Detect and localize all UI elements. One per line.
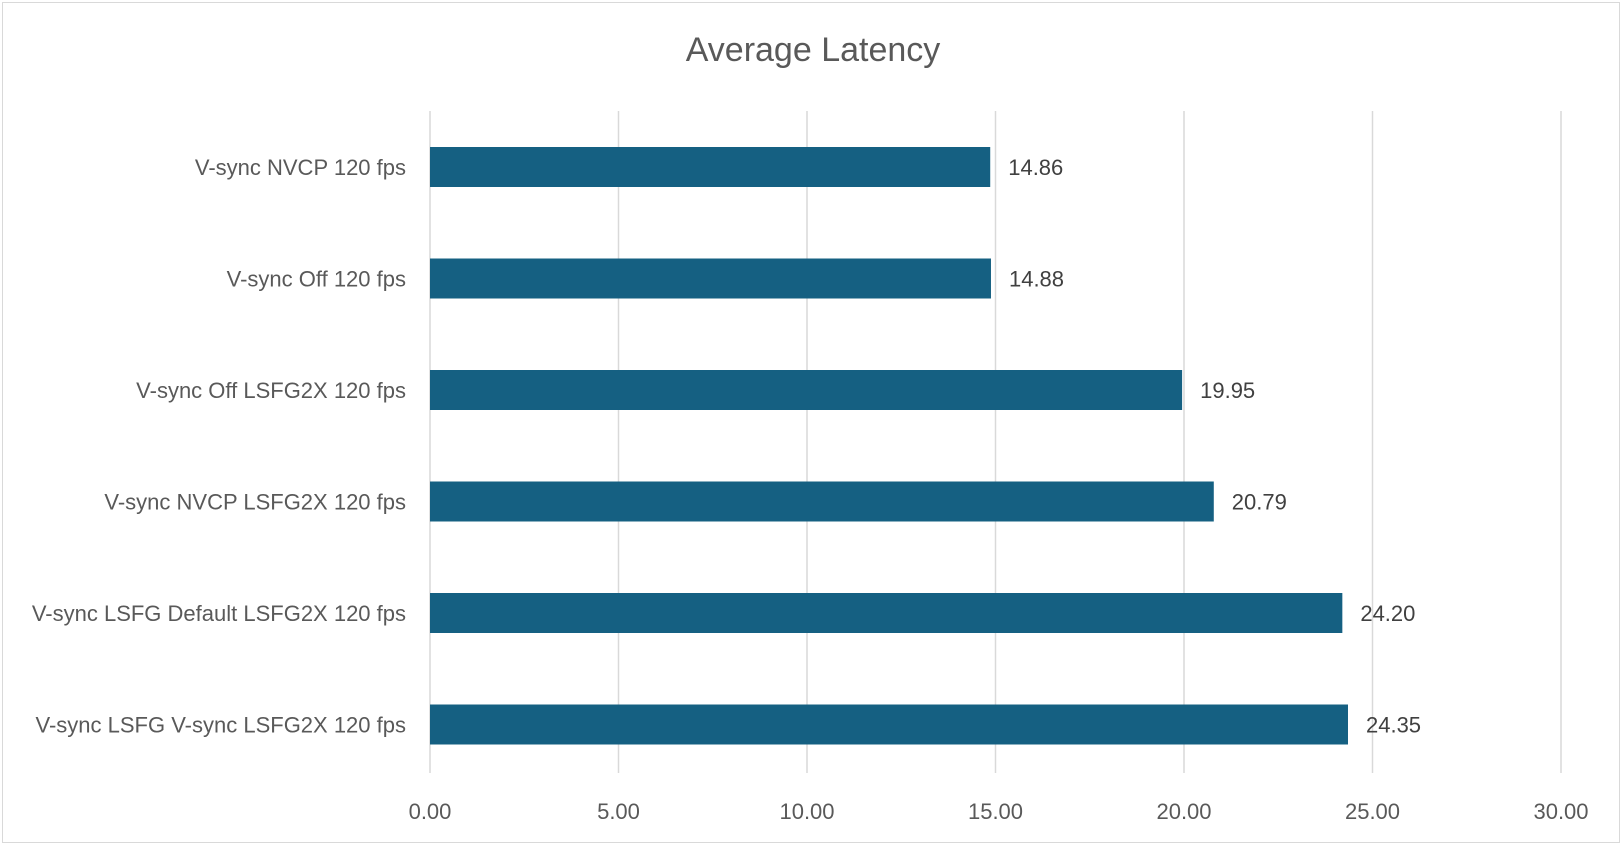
bar: [430, 593, 1343, 633]
category-labels: V-sync NVCP 120 fps V-sync Off 120 fps V-s…: [32, 155, 406, 738]
data-label: 14.86: [1008, 155, 1063, 180]
data-label: 24.20: [1360, 601, 1415, 626]
x-axis-tick-labels: 0.00 5.00 10.00 15.00 20.00 25.00 30.00: [409, 799, 1589, 824]
data-label: 20.79: [1232, 490, 1287, 515]
bar: [430, 704, 1348, 745]
bar: [430, 481, 1214, 522]
bar: [430, 370, 1183, 410]
gridlines: [429, 111, 1562, 773]
chart-title: Average Latency: [686, 31, 941, 69]
data-label: 19.95: [1200, 378, 1255, 403]
x-tick-label: 30.00: [1533, 799, 1588, 824]
bars: [430, 147, 1348, 745]
category-label: V-sync LSFG Default LSFG2X 120 fps: [32, 601, 406, 626]
x-tick-label: 0.00: [409, 799, 452, 824]
data-labels: 14.86 14.88 19.95 20.79 24.20 24.35: [1008, 155, 1421, 738]
bar: [430, 147, 991, 187]
category-label: V-sync NVCP 120 fps: [195, 155, 406, 180]
x-tick-label: 20.00: [1156, 799, 1211, 824]
category-label: V-sync LSFG V-sync LSFG2X 120 fps: [36, 713, 407, 738]
bar: [430, 258, 991, 299]
category-label: V-sync Off 120 fps: [227, 267, 406, 292]
category-label: V-sync Off LSFG2X 120 fps: [136, 378, 406, 403]
category-label: V-sync NVCP LSFG2X 120 fps: [104, 490, 406, 515]
x-tick-label: 25.00: [1345, 799, 1400, 824]
bar-chart: Average Latency V-sync NVCP 120 fpsV-syn…: [32, 31, 1589, 824]
data-label: 24.35: [1366, 713, 1421, 738]
data-label: 14.88: [1009, 267, 1064, 292]
x-tick-label: 15.00: [968, 799, 1023, 824]
x-tick-label: 5.00: [597, 799, 640, 824]
x-tick-label: 10.00: [779, 799, 834, 824]
